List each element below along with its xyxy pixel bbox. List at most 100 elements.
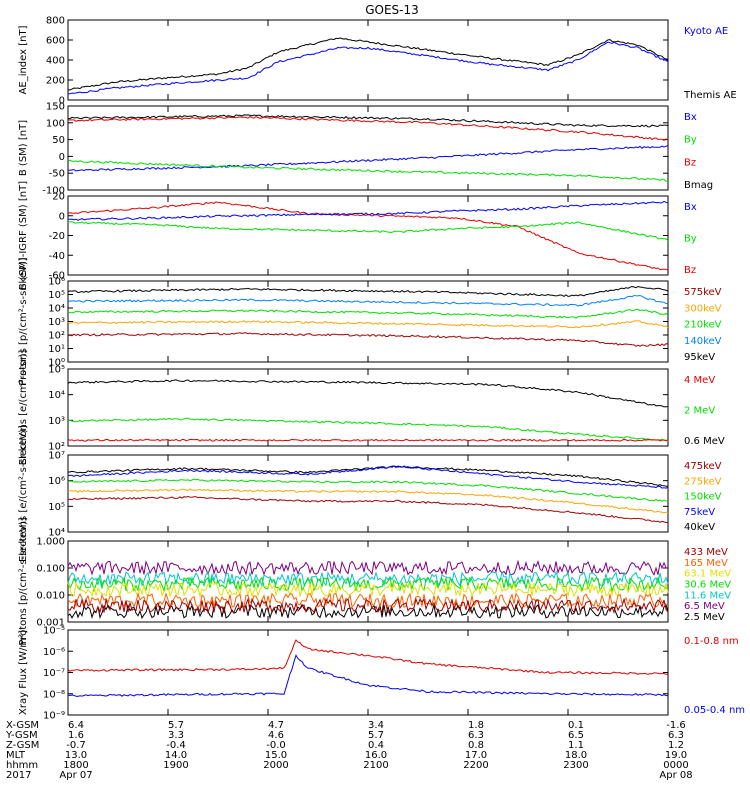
y-tick-label: 0.010 [36, 591, 65, 602]
y-tick-label: 10⁴ [48, 390, 65, 401]
legend-label: 2 MeV [684, 406, 715, 417]
y-tick-label: 10¹ [48, 344, 65, 355]
y-axis-label: B (SM) [nT] [18, 120, 29, 176]
legend-label: 475keV [684, 461, 722, 472]
panel-7: 10⁻⁵ 10⁻⁶ 10⁻⁷ 10⁻⁸ 10⁻⁹ Xray Flux [W/m²] 0.1-… [18, 626, 745, 722]
y-axis-label: Electrons [e/(cm²-s-sr)] [18, 350, 29, 466]
y-tick-label: 0 [59, 211, 65, 222]
y-tick-label: 10³ [48, 416, 65, 427]
series-line-63.1-mev [67, 581, 669, 599]
y-tick-label: 10² [48, 331, 65, 342]
legend-label: Themis AE [683, 90, 737, 101]
coord-value: 0000 [663, 760, 688, 771]
legend-label: 433 MeV [684, 547, 728, 558]
series-line-6.5-mev [67, 559, 669, 576]
coord-value: Apr 08 [659, 770, 692, 781]
series-line-75kev [67, 465, 669, 489]
series-line-themis-ae [67, 37, 668, 91]
coord-value: -0.7 [66, 740, 86, 751]
coord-value: 5.7 [368, 730, 384, 741]
coord-value: 1.2 [668, 740, 684, 751]
panel-2: 20 0 -20 -40 -60 B (SM)-IGRF (SM) [nT] Bx By Bz [18, 181, 697, 290]
coord-value: 2000 [263, 760, 288, 771]
legend-label: 63.1 MeV [684, 569, 731, 580]
series-line-2.5-mev [67, 603, 669, 620]
panel-frame [67, 368, 669, 447]
coord-value: 5.7 [168, 720, 184, 731]
series-line-bz [67, 201, 669, 271]
y-tick-label: 10⁴ [48, 528, 65, 539]
coord-row-label: 2017 [6, 770, 31, 781]
series-line-433-mev [67, 597, 669, 615]
panel-0: 800 600 400 200 0 AE_index [nT] Kyoto AE Themis… [18, 16, 737, 107]
legend-label: 165 MeV [684, 558, 728, 569]
legend-label: Bmag [684, 180, 713, 191]
y-tick-label: 100 [46, 118, 65, 129]
legend-label: 0.1-0.8 nm [684, 636, 739, 647]
coord-row-label: X-GSM [6, 720, 39, 731]
coord-value: 13.0 [65, 750, 87, 761]
legend-label: 2.5 MeV [684, 612, 725, 623]
coord-value: 6.5 [568, 730, 584, 741]
legend-label: Bz [684, 157, 696, 168]
y-tick-label: 10⁴ [48, 304, 65, 315]
y-tick-label: 20 [52, 192, 65, 203]
coord-value: 6.3 [468, 730, 484, 741]
y-tick-label: 400 [46, 56, 65, 67]
coord-value: 2200 [463, 760, 488, 771]
legend-label: 6.5 MeV [684, 601, 725, 612]
coord-value: 4.7 [268, 720, 284, 731]
series-line-0.05-0.4-nm [67, 654, 669, 697]
series-line-165-mev [67, 592, 669, 609]
coord-value: 0.1 [568, 720, 584, 731]
y-tick-label: 10⁻⁹ [43, 711, 65, 722]
series-line-11.6-mev [67, 570, 669, 588]
series-line-by [67, 221, 669, 242]
y-tick-label: 50 [52, 135, 65, 146]
series-line-2-mev [67, 417, 669, 442]
coord-value: -0.4 [166, 740, 186, 751]
coord-value: 4.6 [268, 730, 284, 741]
y-tick-label: 10² [48, 442, 65, 453]
series-line-575kev [67, 332, 669, 347]
legend-label: 0.6 MeV [684, 436, 725, 447]
coord-row-label: hhmm [6, 760, 38, 771]
y-tick-label: -50 [49, 169, 65, 180]
legend-label: 95keV [684, 352, 715, 363]
series-line-475kev [67, 495, 669, 524]
coord-value: 0.8 [468, 740, 484, 751]
legend-label: 11.6 MeV [684, 590, 731, 601]
y-tick-label: 10⁷ [48, 451, 65, 462]
panel-3: 10⁶ 10⁵ 10⁴ 10³ 10² 10¹ 10⁰ Protons [p/(cm²-s-s… [18, 257, 722, 385]
panel-5: 10⁷ 10⁶ 10⁵ 10⁴ Electrons [e/(cm²-s-sr-keV)]… [18, 425, 722, 562]
coord-value: 2300 [563, 760, 588, 771]
coord-value: Apr 07 [59, 770, 92, 781]
coord-value: 17.0 [465, 750, 487, 761]
series-line-95kev [67, 285, 669, 298]
legend-label: 40keV [684, 522, 715, 533]
y-axis-label: Electrons [e/(cm²-s-sr-keV)] [18, 425, 29, 562]
series-line-300kev [67, 320, 669, 329]
y-tick-label: -20 [49, 231, 65, 242]
coord-value: 1800 [63, 760, 88, 771]
y-tick-label: 10⁵ [48, 365, 65, 376]
series-line-40kev [67, 465, 669, 487]
y-tick-label: 200 [46, 76, 65, 87]
y-tick-label: 800 [46, 16, 65, 27]
coord-value: 3.3 [168, 730, 184, 741]
series-line-275kev [67, 488, 669, 514]
y-tick-label: 0.001 [36, 618, 65, 629]
y-tick-label: 10⁻⁷ [43, 668, 65, 679]
y-tick-label: -100 [42, 186, 65, 197]
legend-label: 210keV [684, 320, 722, 331]
coord-value: 1.6 [68, 730, 84, 741]
y-tick-label: 10⁵ [48, 502, 65, 513]
series-line-bx [68, 200, 669, 221]
series-line-bz [67, 115, 669, 142]
legend-label: By [684, 135, 697, 146]
y-tick-label: -60 [49, 271, 65, 282]
legend-label: 140keV [684, 336, 722, 347]
y-tick-label: 1.000 [36, 537, 65, 548]
